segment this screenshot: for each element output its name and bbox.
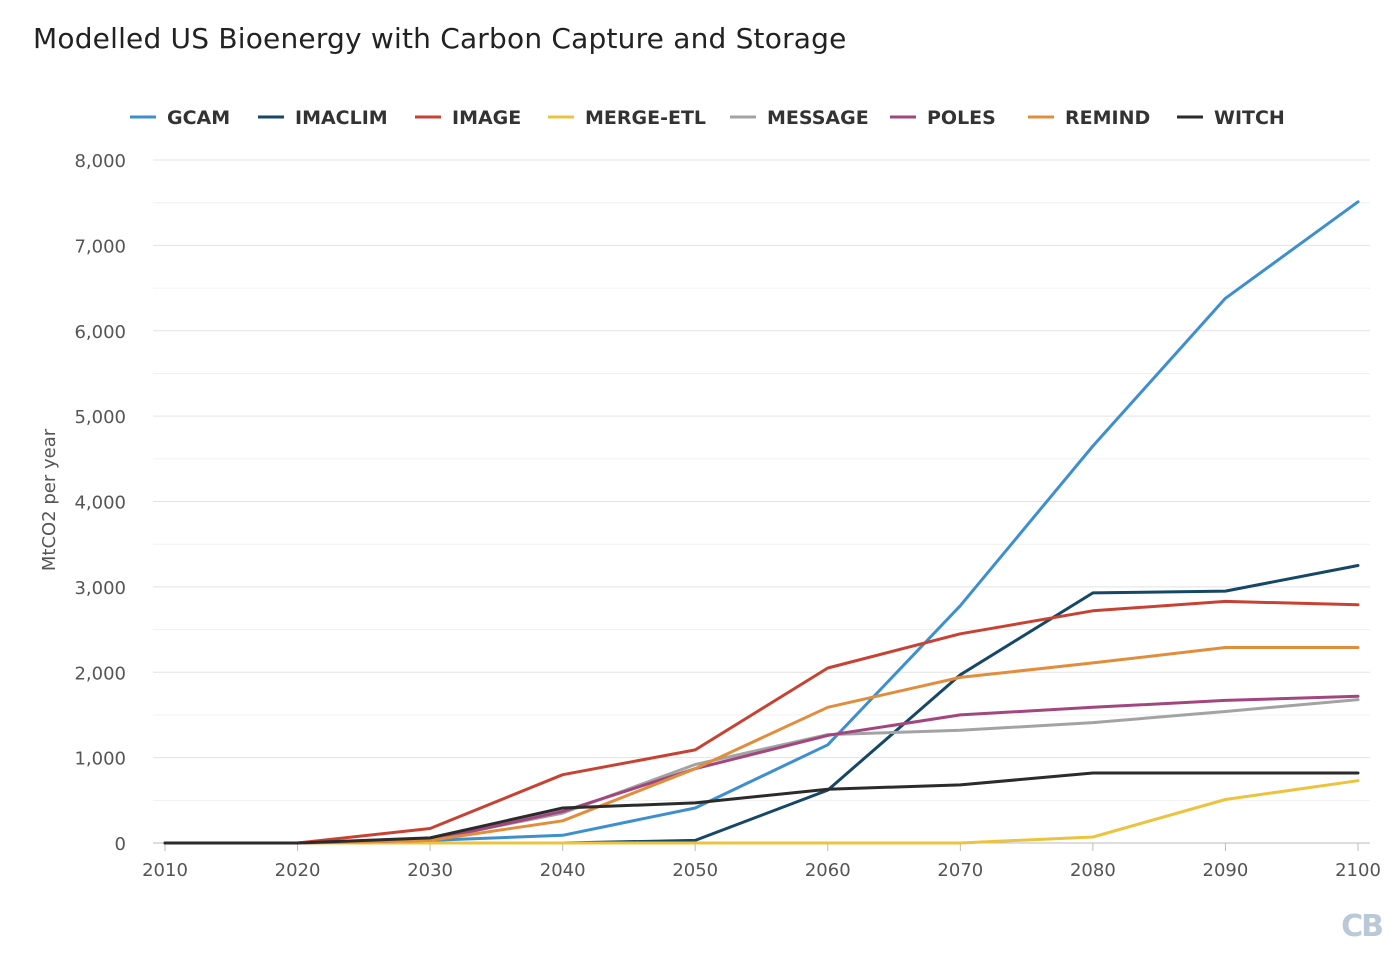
series-line-image <box>163 599 1360 845</box>
y-tick-label: 3,000 <box>74 578 126 599</box>
legend-item-poles[interactable]: POLES <box>890 107 996 129</box>
legend-label: POLES <box>927 107 996 129</box>
x-tick-label: 2100 <box>1335 860 1381 881</box>
series-line-poles <box>163 694 1360 845</box>
legend: GCAM IMACLIM IMAGE MERGE-ETL MESSAGE POLES REM… <box>130 107 1285 129</box>
x-tick-label: 2060 <box>805 860 851 881</box>
legend-item-image[interactable]: IMAGE <box>415 107 521 129</box>
x-tick-label: 2050 <box>672 860 718 881</box>
series-line-message <box>163 698 1360 845</box>
legend-item-witch[interactable]: WITCH <box>1177 107 1285 129</box>
legend-item-merge-etl[interactable]: MERGE-ETL <box>548 107 706 129</box>
x-tick-label: 2070 <box>937 860 983 881</box>
legend-label: MESSAGE <box>767 107 869 129</box>
x-tick-label: 2080 <box>1070 860 1116 881</box>
legend-label: IMACLIM <box>295 107 388 129</box>
x-tick-label: 2040 <box>540 860 586 881</box>
series-line-witch <box>163 771 1360 845</box>
y-tick-label: 0 <box>115 834 126 855</box>
legend-label: WITCH <box>1214 107 1285 129</box>
legend-item-gcam[interactable]: GCAM <box>130 107 230 129</box>
y-tick-label: 8,000 <box>74 151 126 172</box>
legend-item-imaclim[interactable]: IMACLIM <box>258 107 388 129</box>
x-tick-label: 2030 <box>407 860 453 881</box>
series-lines <box>163 200 1360 845</box>
legend-label: MERGE-ETL <box>585 107 706 129</box>
x-tick-label: 2020 <box>275 860 321 881</box>
carbon-brief-logo: CB <box>1341 909 1384 944</box>
y-axis: 0 1,000 2,000 3,000 4,000 5,000 6,000 7,000 8,00… <box>74 151 126 855</box>
x-tick-label: 2010 <box>142 860 188 881</box>
y-tick-label: 4,000 <box>74 493 126 514</box>
x-tick-label: 2090 <box>1203 860 1249 881</box>
series-line-merge-etl <box>163 779 1360 845</box>
legend-item-message[interactable]: MESSAGE <box>730 107 869 129</box>
y-tick-label: 1,000 <box>74 749 126 770</box>
grid-lines <box>153 159 1370 801</box>
y-tick-label: 6,000 <box>74 322 126 343</box>
legend-item-remind[interactable]: REMIND <box>1028 107 1150 129</box>
y-tick-label: 2,000 <box>74 663 126 684</box>
series-line-gcam <box>163 200 1360 845</box>
y-axis-label: MtCO2 per year <box>39 428 60 571</box>
y-tick-label: 5,000 <box>74 407 126 428</box>
legend-label: GCAM <box>167 107 230 129</box>
chart-title: Modelled US Bioenergy with Carbon Captur… <box>33 22 847 55</box>
x-axis: 2010 2020 2030 2040 2050 2060 2070 2080 2090 2100 <box>142 842 1381 881</box>
legend-label: REMIND <box>1065 107 1150 129</box>
legend-label: IMAGE <box>452 107 521 129</box>
y-tick-label: 7,000 <box>74 236 126 257</box>
